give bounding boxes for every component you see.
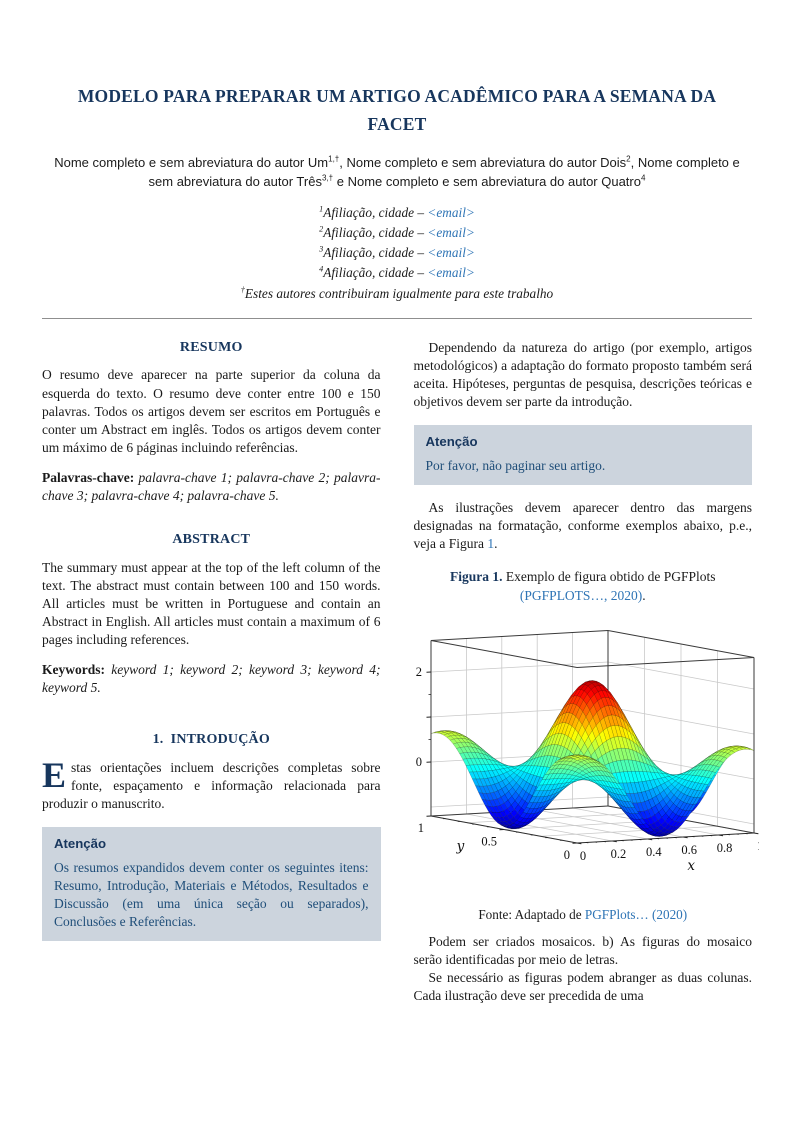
affiliation-4-text: Afiliação, cidade – [323,265,428,281]
author-sep: , [630,154,638,170]
keywords-text: keyword 1; keyword 2; keyword 3; keyword… [42,662,381,696]
figure-source-citation-link[interactable]: PGFPlots… (2020) [584,907,688,923]
left-column: RESUMO O resumo deve aparecer na parte s… [42,339,381,1006]
email-link-2[interactable]: <email> [427,224,475,240]
abstract-heading: ABSTRACT [172,532,251,547]
right-paragraph-4: Se necessário as figuras podem abranger … [413,970,753,1004]
drop-cap: E [42,755,67,796]
affiliation-1-sup: 1 [319,204,324,214]
resumo-paragraph: O resumo deve aparecer na parte superior… [42,367,381,455]
introducao-text: stas orientações incluem descrições comp… [42,760,381,812]
right-paragraph-1: Dependendo da natureza do artigo (por ex… [413,339,753,409]
affiliation-block: 1Afiliação, cidade – <email> 2Afiliação,… [42,203,752,304]
affiliation-3-text: Afiliação, cidade – [323,245,428,261]
figure-caption-period: . [642,587,646,603]
keywords-label: Keywords: [42,662,105,678]
author-4: Nome completo e sem abreviatura do autor… [347,174,641,190]
author-4-sup: 4 [640,173,646,183]
figure-1-reference-link[interactable]: 1 [487,535,495,551]
two-column-body: RESUMO O resumo deve aparecer na parte s… [42,339,759,1006]
affiliation-2-sup: 2 [319,224,324,234]
atencao-box-right: Atenção Por favor, não paginar seu artig… [413,425,752,485]
palavras-chave-label: Palavras-chave: [42,469,135,485]
figure-3d-surface-plot [413,609,759,905]
figure-caption-text: Exemplo de figura obtido de PGFPlots [502,569,716,585]
atencao-left-body: Os resumos expandidos devem conter os se… [54,859,369,930]
email-link-4[interactable]: <email> [427,265,475,281]
right-paragraph-2-text: As ilustrações devem aparecer dentro das… [413,499,753,551]
footnote-text: Estes autores contribuiram igualmente pa… [244,285,554,301]
affiliation-2: 2Afiliação, cidade – <email> [42,223,752,243]
author-3: Nome completo e sem abreviatura do autor… [148,154,740,190]
resumo-heading: RESUMO [179,339,243,355]
author-list: Nome completo e sem abreviatura do autor… [42,153,752,192]
author-3-sup: 3,† [321,173,334,183]
introducao-heading: 1. INTRODUÇÃO [152,732,270,748]
right-paragraph-2-period: . [494,535,498,551]
palavras-chave: Palavras-chave: palavra-chave 1; palavra… [42,469,381,505]
title-line2: FACET [367,114,427,135]
page-title: MODELO PARA PREPARAR UM ARTIGO ACADÊMICO… [42,82,752,139]
atencao-right-title: Atenção [425,434,478,450]
figure-source-text: Fonte: Adaptado de [478,907,585,923]
figure-label: Figura 1. [450,569,503,585]
affiliation-1-text: Afiliação, cidade – [323,204,428,220]
author-1: Nome completo e sem abreviatura do autor… [54,154,329,170]
atencao-right-body: Por favor, não paginar seu artigo. [425,457,606,473]
title-line1: MODELO PARA PREPARAR UM ARTIGO ACADÊMICO… [77,86,717,106]
author-2-sup: 2 [626,154,631,164]
affiliation-2-text: Afiliação, cidade – [323,224,428,240]
figure-caption: Figura 1. Exemplo de figura obtido de PG… [414,568,753,605]
affiliation-4: 4Afiliação, cidade – <email> [42,263,752,283]
keywords: Keywords: keyword 1; keyword 2; keyword … [42,661,381,697]
equal-contribution-footnote: †Estes autores contribuiram igualmente p… [42,284,752,304]
atencao-box-left: Atenção Os resumos expandidos devem cont… [42,827,381,942]
figure-citation-link[interactable]: (PGFPLOTS…, 2020) [519,587,643,603]
abstract-paragraph: The summary must appear at the top of th… [42,559,381,648]
author-1-sup: 1,† [328,154,340,164]
footnote-dagger: † [240,285,245,295]
palavras-chave-text: palavra-chave 1; palavra-chave 2; palavr… [42,469,381,503]
right-column: Dependendo da natureza do artigo (por ex… [413,339,759,1006]
affiliation-3-sup: 3 [319,244,324,254]
author-sep: , [339,154,347,170]
affiliation-1: 1Afiliação, cidade – <email> [42,203,752,223]
email-link-1[interactable]: <email> [427,204,475,220]
figure-source-line: Fonte: Adaptado de PGFPlots… (2020) [414,906,753,924]
right-paragraph-2: As ilustrações devem aparecer dentro das… [414,499,753,553]
right-paragraph-3: Podem ser criados mosaicos. b) As figura… [413,933,753,968]
email-link-3[interactable]: <email> [427,245,475,261]
header-divider [42,317,752,319]
affiliation-3: 3Afiliação, cidade – <email> [42,243,752,263]
author-2: Nome completo e sem abreviatura do autor… [346,154,627,170]
affiliation-4-sup: 4 [319,264,324,274]
author-sep: e [333,174,348,190]
atencao-left-title: Atenção [54,836,107,852]
